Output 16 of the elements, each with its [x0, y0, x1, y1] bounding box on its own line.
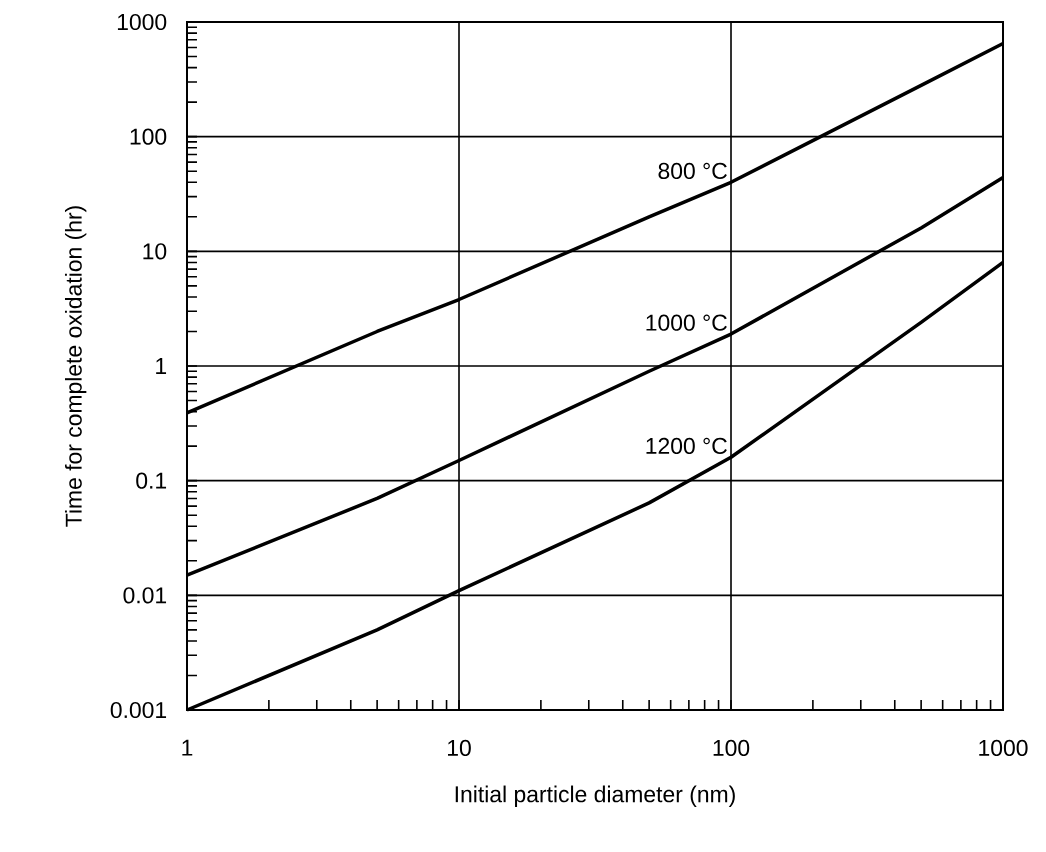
y-tick-label: 10 — [143, 243, 167, 260]
y-tick-label: 100 — [130, 128, 167, 145]
y-tick-label: 1000 — [117, 13, 167, 31]
x-tick-label: 100 — [713, 739, 750, 757]
y-tick-label: 0.1 — [136, 472, 167, 489]
y-tick-label: 0.001 — [110, 701, 167, 719]
series-label: 1200 °C — [646, 437, 727, 455]
y-axis-title: Time for complete oxidation (hr) — [64, 206, 87, 527]
x-tick-label: 1 — [182, 739, 193, 756]
x-tick-label: 10 — [448, 739, 471, 757]
series-label: 800 °C — [658, 162, 727, 180]
x-tick-label: 1000 — [979, 739, 1028, 757]
y-tick-label: 0.01 — [123, 587, 167, 604]
x-axis-title: Initial particle diameter (nm) — [455, 785, 735, 807]
y-tick-label: 1 — [156, 358, 167, 374]
series-label: 1000 °C — [646, 314, 727, 331]
